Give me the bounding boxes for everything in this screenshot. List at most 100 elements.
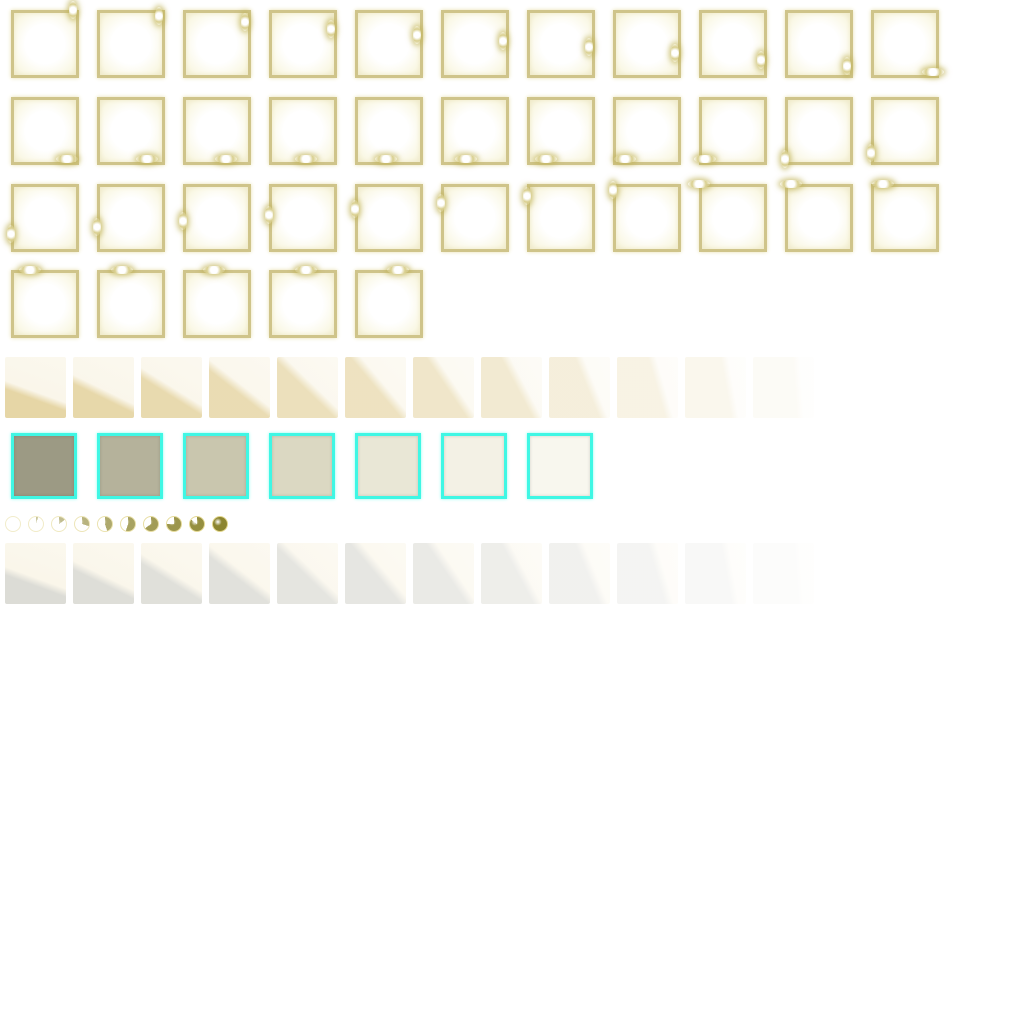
glint-frame [179, 184, 251, 252]
fill-orb-icon [28, 516, 44, 532]
glint-frame [11, 266, 79, 338]
gold-fade-tile [617, 357, 678, 418]
fill-orb-icon [166, 516, 182, 532]
gray-fade-tile [345, 543, 406, 604]
glint-frame [7, 184, 79, 252]
gold-fade-tile [753, 357, 814, 418]
glint-sparkle-icon [215, 155, 238, 163]
glint-frame [688, 180, 767, 252]
glint-frame [11, 97, 79, 165]
gray-fade-tile [549, 543, 610, 604]
glint-sparkle-icon [585, 38, 593, 57]
glint-sparkle-icon [413, 25, 421, 44]
gray-fade-tile [209, 543, 270, 604]
glint-sparkle-icon [7, 224, 15, 243]
gray-fade-tile [73, 543, 134, 604]
gold-fade-tile [141, 357, 202, 418]
glint-sparkle-icon [534, 155, 557, 163]
glint-sparkle-icon [694, 155, 717, 163]
glint-frame [355, 10, 423, 78]
gold-fade-tile [73, 357, 134, 418]
glint-sparkle-icon [523, 187, 531, 206]
glint-sparkle-icon [327, 19, 335, 38]
glint-frame [269, 97, 337, 165]
glint-sparkle-icon [265, 206, 273, 224]
gold-fade-tile [345, 357, 406, 418]
glint-sparkle-icon [757, 50, 765, 69]
gray-fade-tile [5, 543, 66, 604]
fill-orb-icon [5, 516, 21, 532]
glint-sparkle-icon [843, 56, 851, 75]
glint-sparkle-icon [110, 266, 133, 274]
fill-orb-icon [189, 516, 205, 532]
glint-frame [183, 266, 251, 338]
gold-fade-tile [481, 357, 542, 418]
glint-sparkle-icon [387, 266, 410, 274]
glint-frame [613, 97, 681, 165]
fill-orb-icon [120, 516, 136, 532]
glint-sparkle-icon [872, 180, 895, 188]
gray-fade-tile [617, 543, 678, 604]
glint-frame [694, 97, 767, 165]
glint-frame [97, 266, 165, 338]
highlight-box [355, 433, 421, 499]
glint-sparkle-icon [69, 1, 77, 19]
glint-frame [523, 184, 595, 252]
glint-frame [527, 97, 595, 165]
gray-fade-tile [685, 543, 746, 604]
glint-frame [351, 184, 423, 252]
glint-frame [781, 97, 853, 168]
glint-frame [355, 97, 423, 165]
glint-sparkle-icon [609, 181, 617, 200]
gray-fade-tile [753, 543, 814, 604]
gold-fade-tile [209, 357, 270, 418]
glint-frame [527, 10, 595, 78]
glint-frame [441, 10, 509, 78]
glint-frame [871, 10, 944, 78]
glint-frame [871, 180, 939, 252]
glint-frame [11, 1, 79, 78]
glint-sparkle-icon [18, 266, 41, 274]
fill-orb-icon [212, 516, 228, 532]
glint-sparkle-icon [203, 266, 225, 274]
glint-sparkle-icon [614, 155, 637, 163]
fill-orb-icon [97, 516, 113, 532]
glint-frame [699, 10, 767, 78]
fill-orb-icon [51, 516, 67, 532]
highlight-box [269, 433, 335, 499]
gray-fade-tile [481, 543, 542, 604]
glint-sparkle-icon [295, 266, 318, 274]
glint-sparkle-icon [179, 212, 187, 231]
gray-fade-tile [277, 543, 338, 604]
gold-fade-tile [5, 357, 66, 418]
glint-frame [867, 97, 939, 165]
glint-frame [93, 184, 165, 252]
glint-frame [265, 184, 337, 252]
glint-sparkle-icon [375, 155, 397, 163]
gray-fade-tile [413, 543, 474, 604]
glint-frame [183, 97, 251, 165]
glint-frame [269, 266, 337, 338]
highlight-box [97, 433, 163, 499]
glint-frame [97, 97, 165, 165]
highlight-box [527, 433, 593, 499]
gray-fade-tile [141, 543, 202, 604]
glint-sparkle-icon [671, 44, 679, 63]
gold-fade-tile [277, 357, 338, 418]
highlight-box [11, 433, 77, 499]
glint-sparkle-icon [135, 155, 158, 163]
glint-sparkle-icon [351, 199, 359, 218]
glint-frame [183, 10, 251, 78]
glint-sparkle-icon [781, 150, 789, 168]
glint-frame [97, 7, 165, 78]
glint-frame [613, 10, 681, 78]
gold-fade-tile [413, 357, 474, 418]
glint-sparkle-icon [295, 155, 318, 163]
fill-orb-icon [74, 516, 90, 532]
fill-orb-icon [143, 516, 159, 532]
glint-sparkle-icon [922, 68, 944, 76]
glint-sparkle-icon [780, 180, 803, 188]
glint-sparkle-icon [867, 143, 875, 162]
highlight-box [441, 433, 507, 499]
highlight-box [183, 433, 249, 499]
